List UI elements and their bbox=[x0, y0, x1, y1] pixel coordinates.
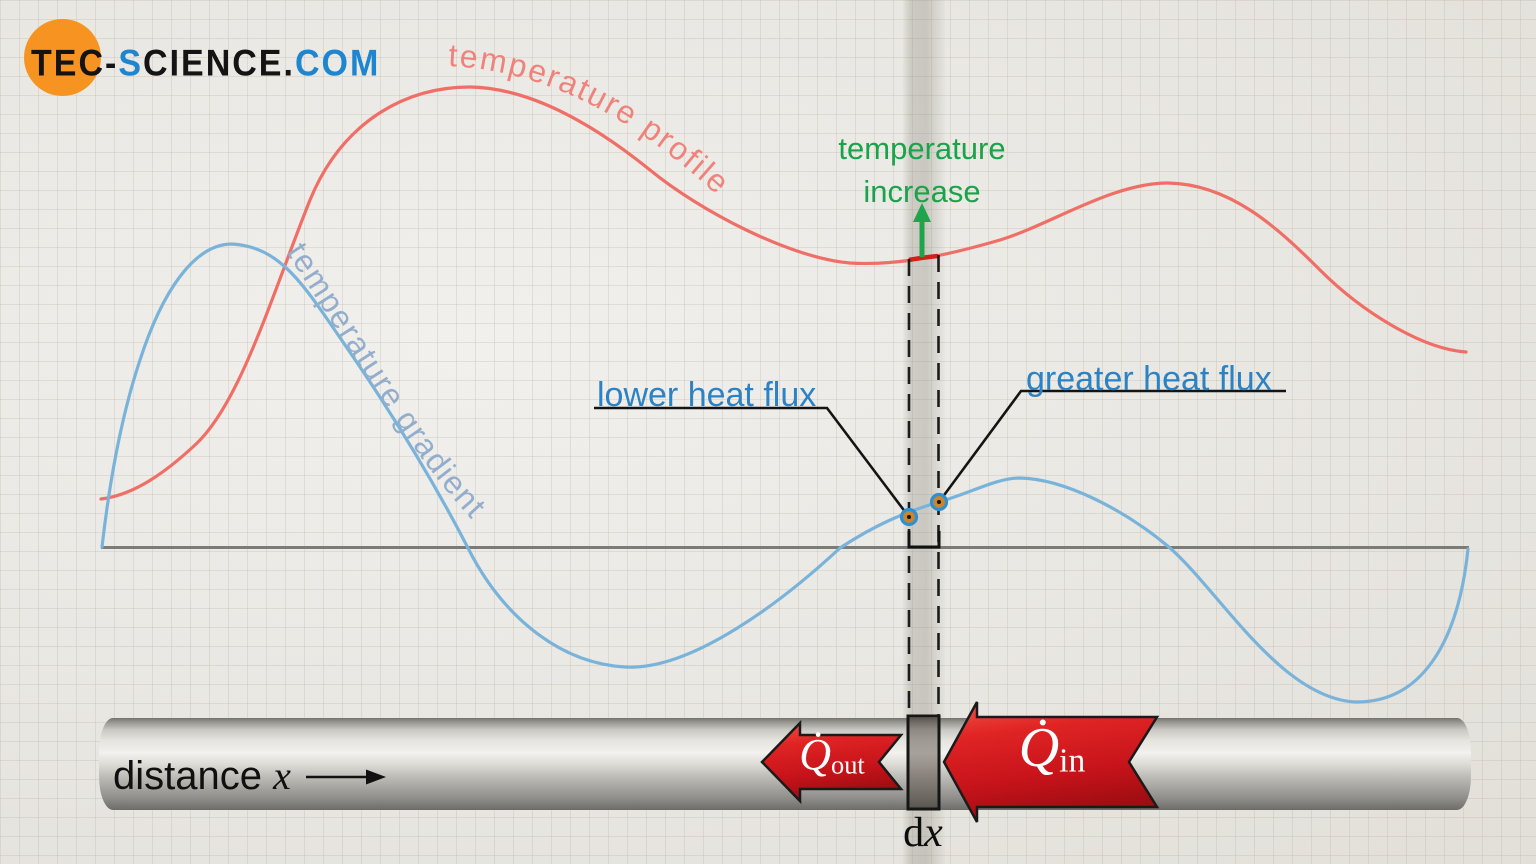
lower-heat-flux-label: lower heat flux bbox=[597, 376, 817, 414]
temperature-gradient-label: temperature gradient bbox=[280, 236, 494, 525]
greater-heat-flux-label: greater heat flux bbox=[1026, 360, 1272, 398]
temperature-increase-line1: temperature bbox=[838, 131, 1006, 166]
temperature-increase-label: temperature increase bbox=[800, 127, 1044, 213]
temperature-profile-label: temperature profile bbox=[448, 37, 738, 201]
distance-x-label: distance x bbox=[113, 752, 291, 799]
temperature-increase-arrow-head bbox=[913, 203, 931, 222]
dx-label: dx bbox=[894, 809, 952, 857]
site-logo: TEC-SCIENCE.COM bbox=[31, 43, 380, 85]
q-out-arrow bbox=[760, 719, 904, 805]
q-in-label: Q̇in bbox=[993, 716, 1111, 780]
logo-text-blue: COM bbox=[294, 43, 381, 85]
q-out-subscript: out bbox=[831, 749, 865, 780]
logo-text-blue: S bbox=[118, 43, 144, 85]
logo-text-dot: . bbox=[283, 43, 295, 85]
lower-flux-leader-line bbox=[594, 406, 911, 518]
q-in-subscript: in bbox=[1059, 742, 1086, 780]
logo-text-black: TEC- bbox=[31, 43, 119, 85]
logo-circle bbox=[24, 19, 101, 96]
q-in-symbol: Q̇ bbox=[1018, 717, 1060, 779]
distance-variable: x bbox=[273, 753, 291, 798]
temperature-profile-curve bbox=[99, 85, 1468, 501]
dx-element-box bbox=[906, 714, 941, 811]
logo-text-black: CIENCE bbox=[143, 43, 284, 85]
q-out-symbol: Q̇ bbox=[799, 730, 832, 779]
greater-flux-leader-line bbox=[937, 389, 1286, 503]
dx-x: x bbox=[924, 810, 943, 856]
greater-flux-point-marker bbox=[929, 492, 949, 512]
distance-arrow-head bbox=[366, 769, 386, 785]
axis-bracket bbox=[907, 531, 941, 549]
lower-flux-point-marker bbox=[899, 507, 919, 527]
distance-word: distance bbox=[113, 754, 274, 798]
temperature-increase-line2: increase bbox=[863, 174, 981, 209]
q-out-label: Q̇out bbox=[786, 729, 878, 780]
dx-d: d bbox=[903, 810, 925, 856]
q-in-arrow bbox=[942, 701, 1160, 823]
dx-profile-segment bbox=[908, 253, 939, 263]
temperature-gradient-curve bbox=[100, 242, 1470, 704]
